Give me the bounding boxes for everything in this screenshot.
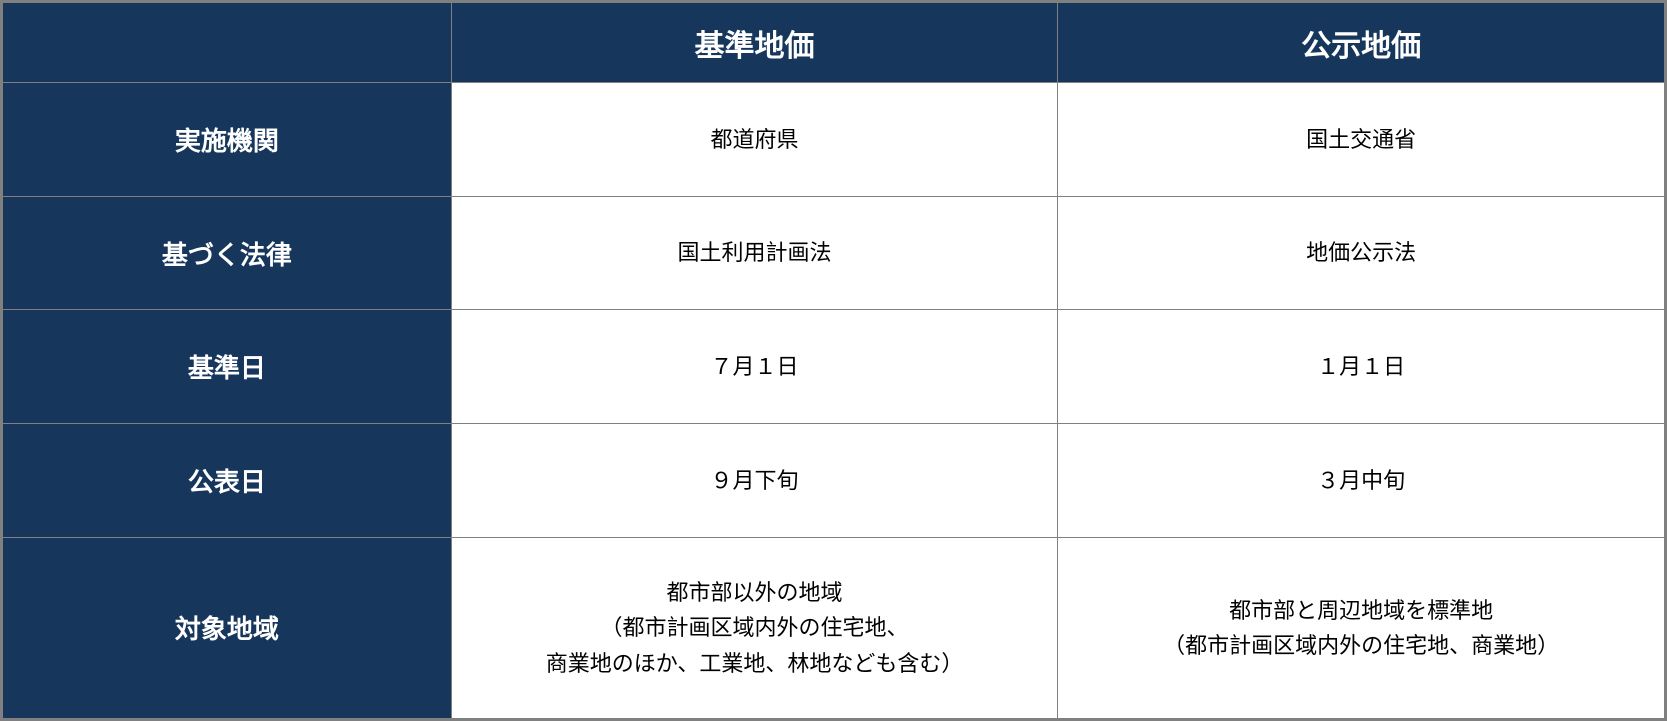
table-body: 実施機関都道府県国土交通省基づく法律国土利用計画法地価公示法基準日７月１日１月１… <box>3 83 1665 719</box>
data-cell: ７月１日 <box>451 310 1058 424</box>
data-cell: 都市部と周辺地域を標準地 （都市計画区域内外の住宅地、商業地） <box>1058 537 1665 718</box>
column-header-1: 基準地価 <box>451 3 1058 83</box>
table-row: 対象地域都市部以外の地域 （都市計画区域内外の住宅地、 商業地のほか、工業地、林… <box>3 537 1665 718</box>
table-row: 基づく法律国土利用計画法地価公示法 <box>3 196 1665 310</box>
row-header: 基づく法律 <box>3 196 452 310</box>
data-cell: 都市部以外の地域 （都市計画区域内外の住宅地、 商業地のほか、工業地、林地なども… <box>451 537 1058 718</box>
data-cell: 国土交通省 <box>1058 83 1665 197</box>
data-cell: ３月中旬 <box>1058 424 1665 538</box>
row-header: 実施機関 <box>3 83 452 197</box>
comparison-table: 基準地価 公示地価 実施機関都道府県国土交通省基づく法律国土利用計画法地価公示法… <box>2 2 1665 719</box>
row-header: 対象地域 <box>3 537 452 718</box>
data-cell: １月１日 <box>1058 310 1665 424</box>
data-cell: 国土利用計画法 <box>451 196 1058 310</box>
table-row: 公表日９月下旬３月中旬 <box>3 424 1665 538</box>
header-corner <box>3 3 452 83</box>
row-header: 公表日 <box>3 424 452 538</box>
data-cell: 地価公示法 <box>1058 196 1665 310</box>
table-row: 実施機関都道府県国土交通省 <box>3 83 1665 197</box>
data-cell: 都道府県 <box>451 83 1058 197</box>
column-header-2: 公示地価 <box>1058 3 1665 83</box>
data-cell: ９月下旬 <box>451 424 1058 538</box>
row-header: 基準日 <box>3 310 452 424</box>
header-row: 基準地価 公示地価 <box>3 3 1665 83</box>
table-row: 基準日７月１日１月１日 <box>3 310 1665 424</box>
